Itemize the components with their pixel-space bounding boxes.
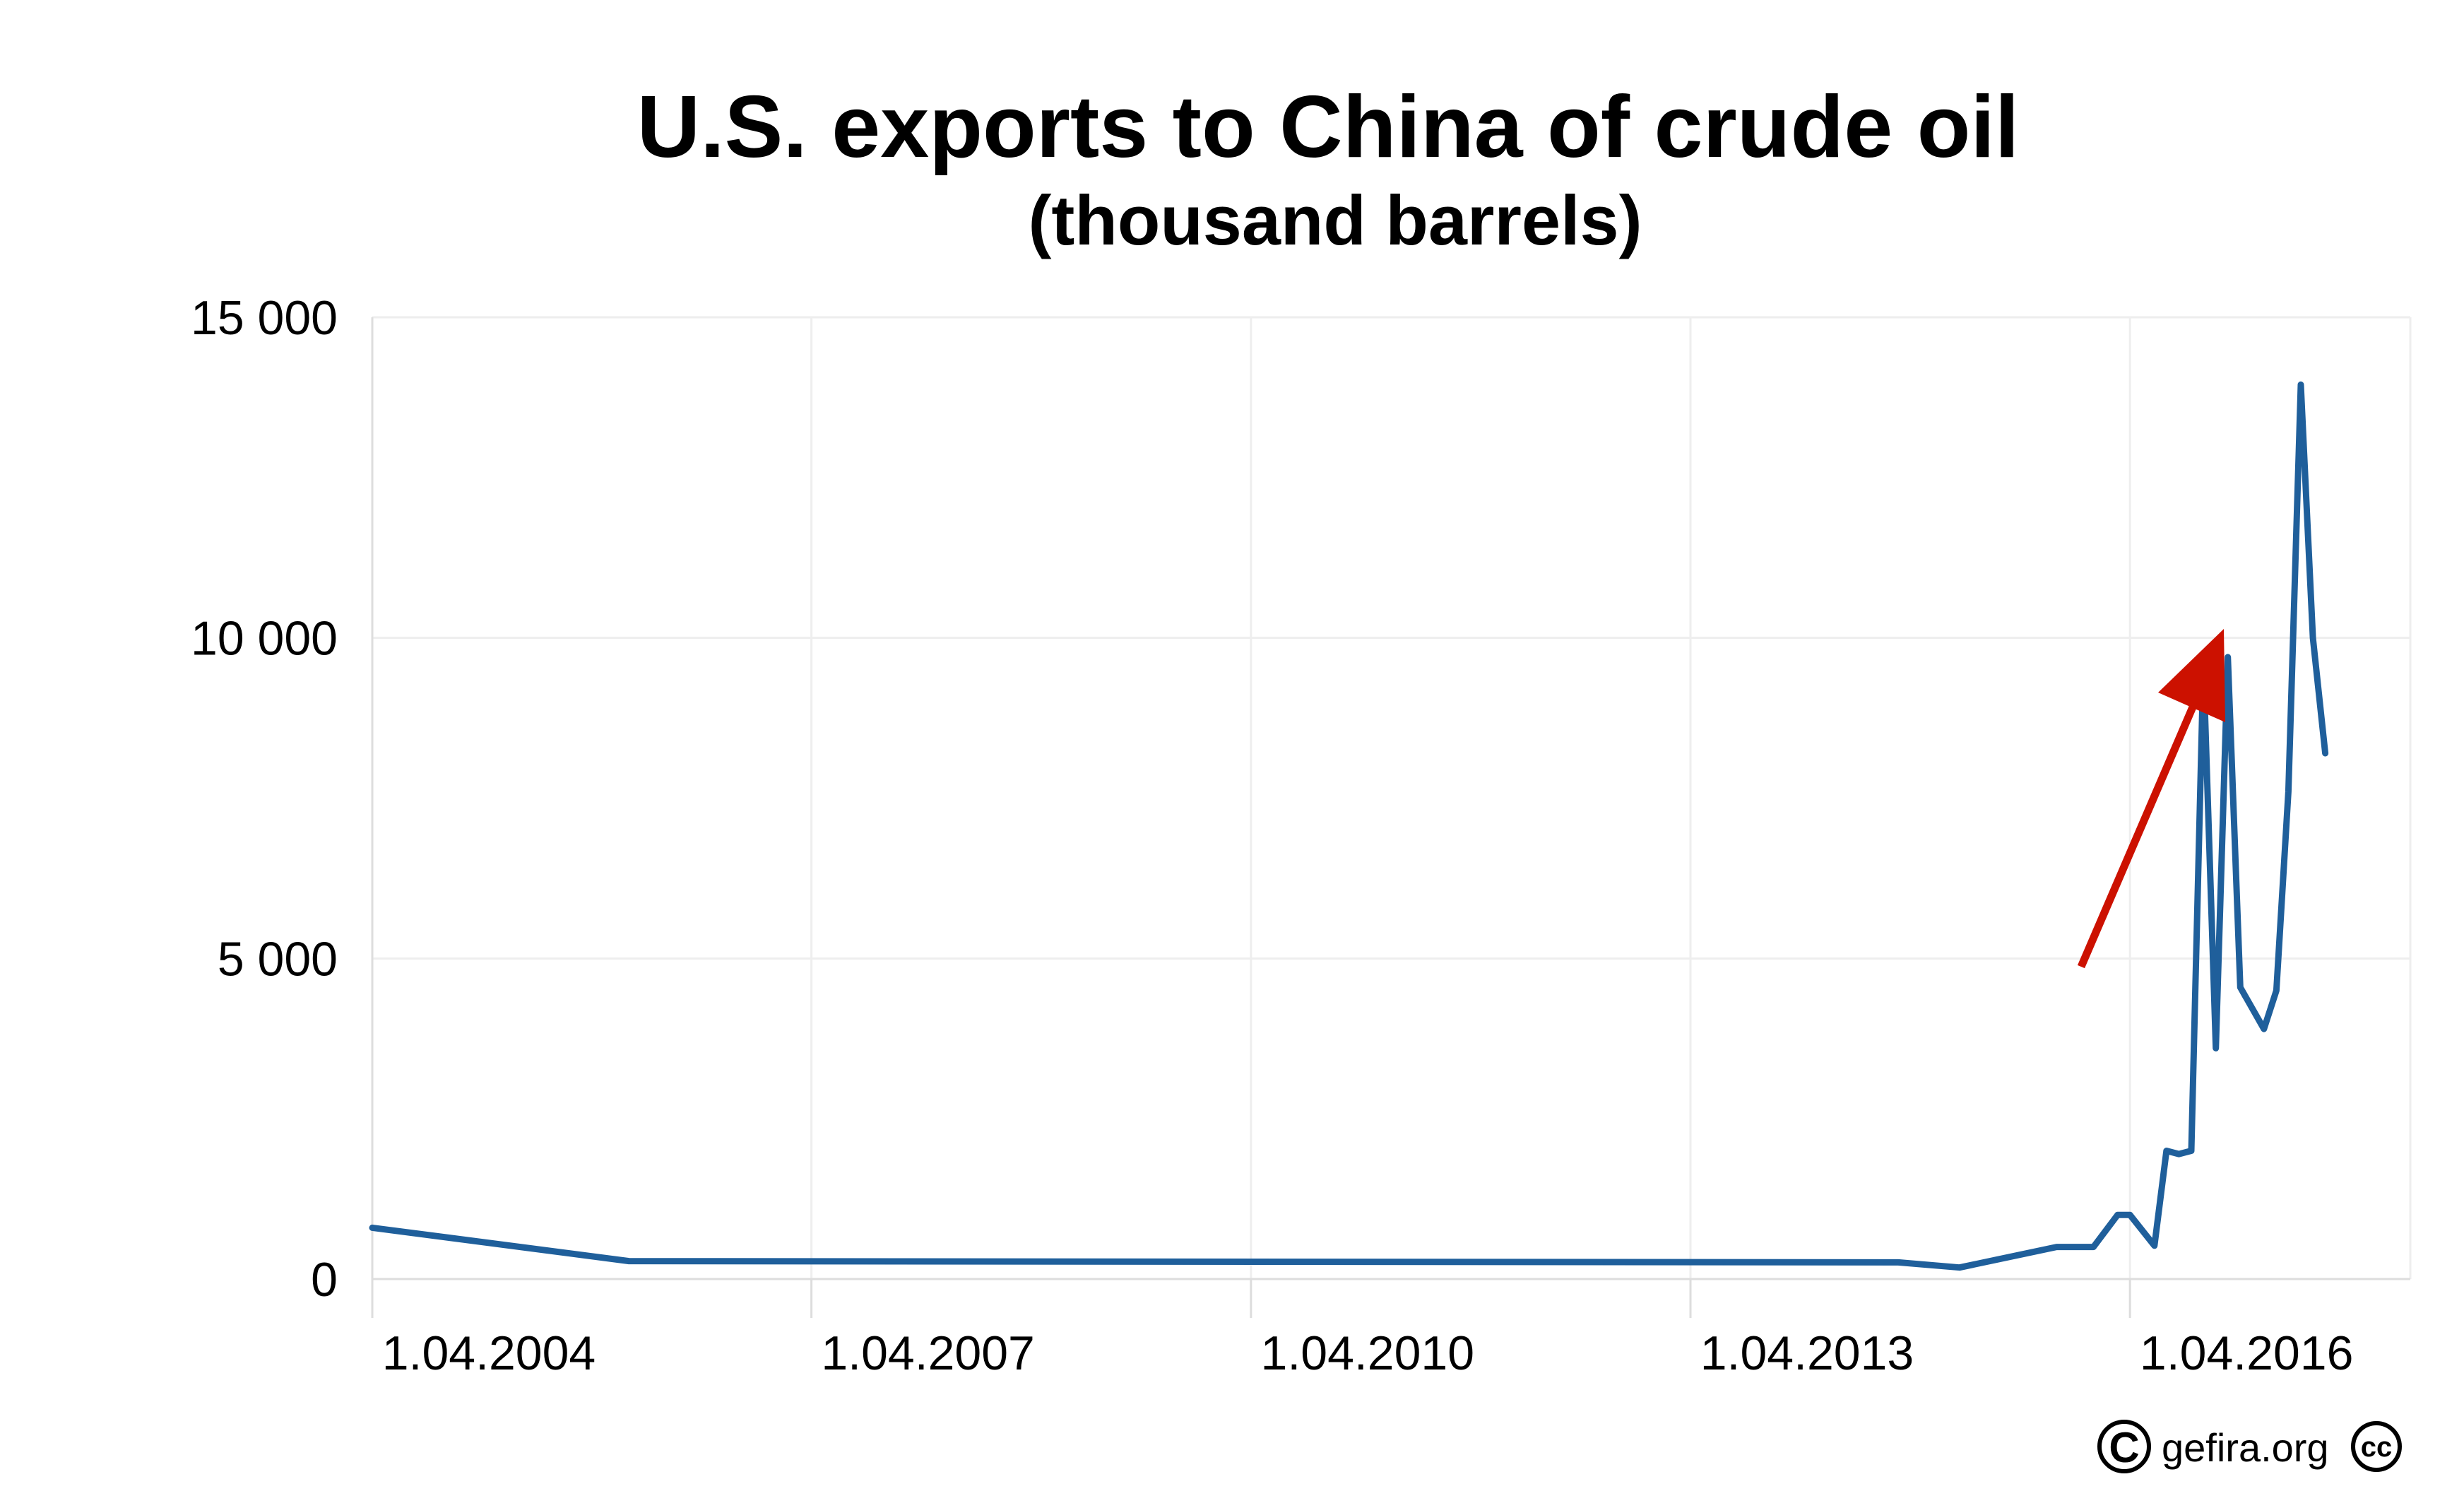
license-symbol: cc	[2361, 1432, 2393, 1463]
trend-arrow-shaft	[2077, 682, 2207, 969]
y-tick-label: 5 000	[218, 932, 338, 986]
x-tick-label: 1.04.2007	[821, 1326, 1035, 1380]
y-tick-label: 0	[311, 1253, 338, 1307]
copyright-icon	[2097, 1420, 2151, 1473]
x-tick-label: 1.04.2016	[2140, 1326, 2354, 1380]
trend-arrow-head	[2158, 629, 2225, 722]
credit-text: gefira.org	[2162, 1425, 2329, 1470]
grid-lines	[372, 316, 2412, 1279]
trend-arrow	[2077, 629, 2225, 969]
x-tick-label: 1.04.2010	[1261, 1326, 1475, 1380]
footer-credit: C gefira.org cc	[2097, 1420, 2402, 1473]
series-line-0	[369, 381, 2329, 1271]
x-axis-ticks: 1.04.2004 1.04.2007 1.04.2010 1.04.2013 1.04…	[371, 1279, 2354, 1380]
x-tick-label: 1.04.2013	[1700, 1326, 1914, 1380]
series-group	[369, 381, 2329, 1271]
y-tick-label: 10 000	[191, 612, 338, 666]
chart-title: U.S. exports to China of crude oil	[637, 78, 2020, 176]
y-axis-ticks: 0 5 000 10 000 15 000	[191, 291, 338, 1307]
x-tick-label: 1.04.2004	[382, 1326, 596, 1380]
axes	[371, 317, 2410, 1280]
y-tick-label: 15 000	[191, 291, 338, 345]
copyright-symbol: C	[2109, 1424, 2139, 1471]
creative-commons-icon	[2351, 1421, 2402, 1472]
chart-subtitle: (thousand barrels)	[1028, 181, 1642, 259]
